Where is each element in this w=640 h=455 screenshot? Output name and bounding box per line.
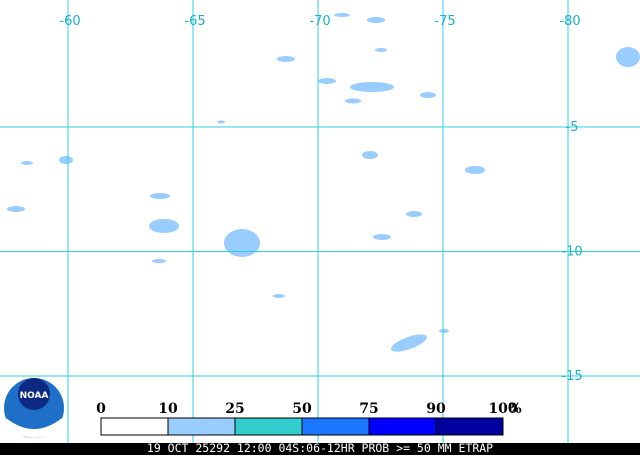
lat-label: -15 [561, 369, 582, 384]
legend-swatch [368, 417, 437, 436]
legend-label: 90 [426, 401, 446, 417]
rain-area [59, 156, 73, 164]
rain-area [367, 17, 385, 23]
legend-label: 0 [96, 401, 106, 417]
legend-label: 25 [225, 401, 244, 417]
legend-label: 100 [488, 401, 517, 417]
rain-area [350, 82, 394, 92]
rain-area [152, 259, 166, 263]
lon-label: -70 [309, 14, 330, 29]
legend-swatch [435, 417, 504, 436]
legend-unit: % [508, 401, 521, 417]
lon-label: -75 [434, 14, 455, 29]
logo-text: NOAA [20, 391, 49, 401]
rain-area [277, 56, 295, 62]
caption: 19 OCT 25292 12:00 04S:06-12HR PROB >= 5… [147, 441, 493, 455]
legend-swatch [234, 417, 303, 436]
caption-bar [0, 443, 640, 455]
rain-area [334, 13, 350, 17]
legend-label: 50 [292, 401, 312, 417]
rain-areas [7, 13, 640, 352]
rain-area [465, 166, 485, 174]
rain-area [150, 193, 170, 199]
rain-area [149, 219, 179, 233]
legend-swatch [301, 417, 370, 436]
legend-swatch [167, 417, 236, 436]
rain-area [616, 47, 640, 67]
logo-inner [18, 378, 50, 410]
rain-area [439, 329, 449, 333]
lon-label: -80 [559, 14, 580, 29]
rain-area [362, 151, 378, 159]
rain-area [7, 206, 25, 212]
lon-label: -65 [184, 14, 205, 29]
rain-area [373, 234, 391, 240]
rain-area [391, 334, 427, 352]
rain-area [345, 98, 361, 104]
rain-area [420, 92, 436, 98]
rain-area [21, 161, 33, 165]
legend-label: 75 [359, 401, 378, 417]
rain-area [217, 120, 225, 124]
noaa-logo: NOAA [4, 378, 64, 438]
lat-label: -5 [566, 120, 579, 135]
legend: 0 10 25 50 75 90 100% [96, 401, 522, 436]
logo-wave [6, 418, 62, 438]
rain-area [224, 229, 260, 257]
rain-area [375, 48, 387, 52]
legend-label: 10 [158, 401, 178, 417]
grid: -60 -65 -70 -75 -80 -5 -10 -15 [0, 0, 640, 443]
rain-area [406, 211, 422, 217]
rain-area [273, 294, 285, 298]
legend-swatch [100, 417, 169, 436]
lon-label: -60 [59, 14, 80, 29]
lat-label: -10 [561, 245, 582, 260]
rain-area [318, 78, 336, 84]
